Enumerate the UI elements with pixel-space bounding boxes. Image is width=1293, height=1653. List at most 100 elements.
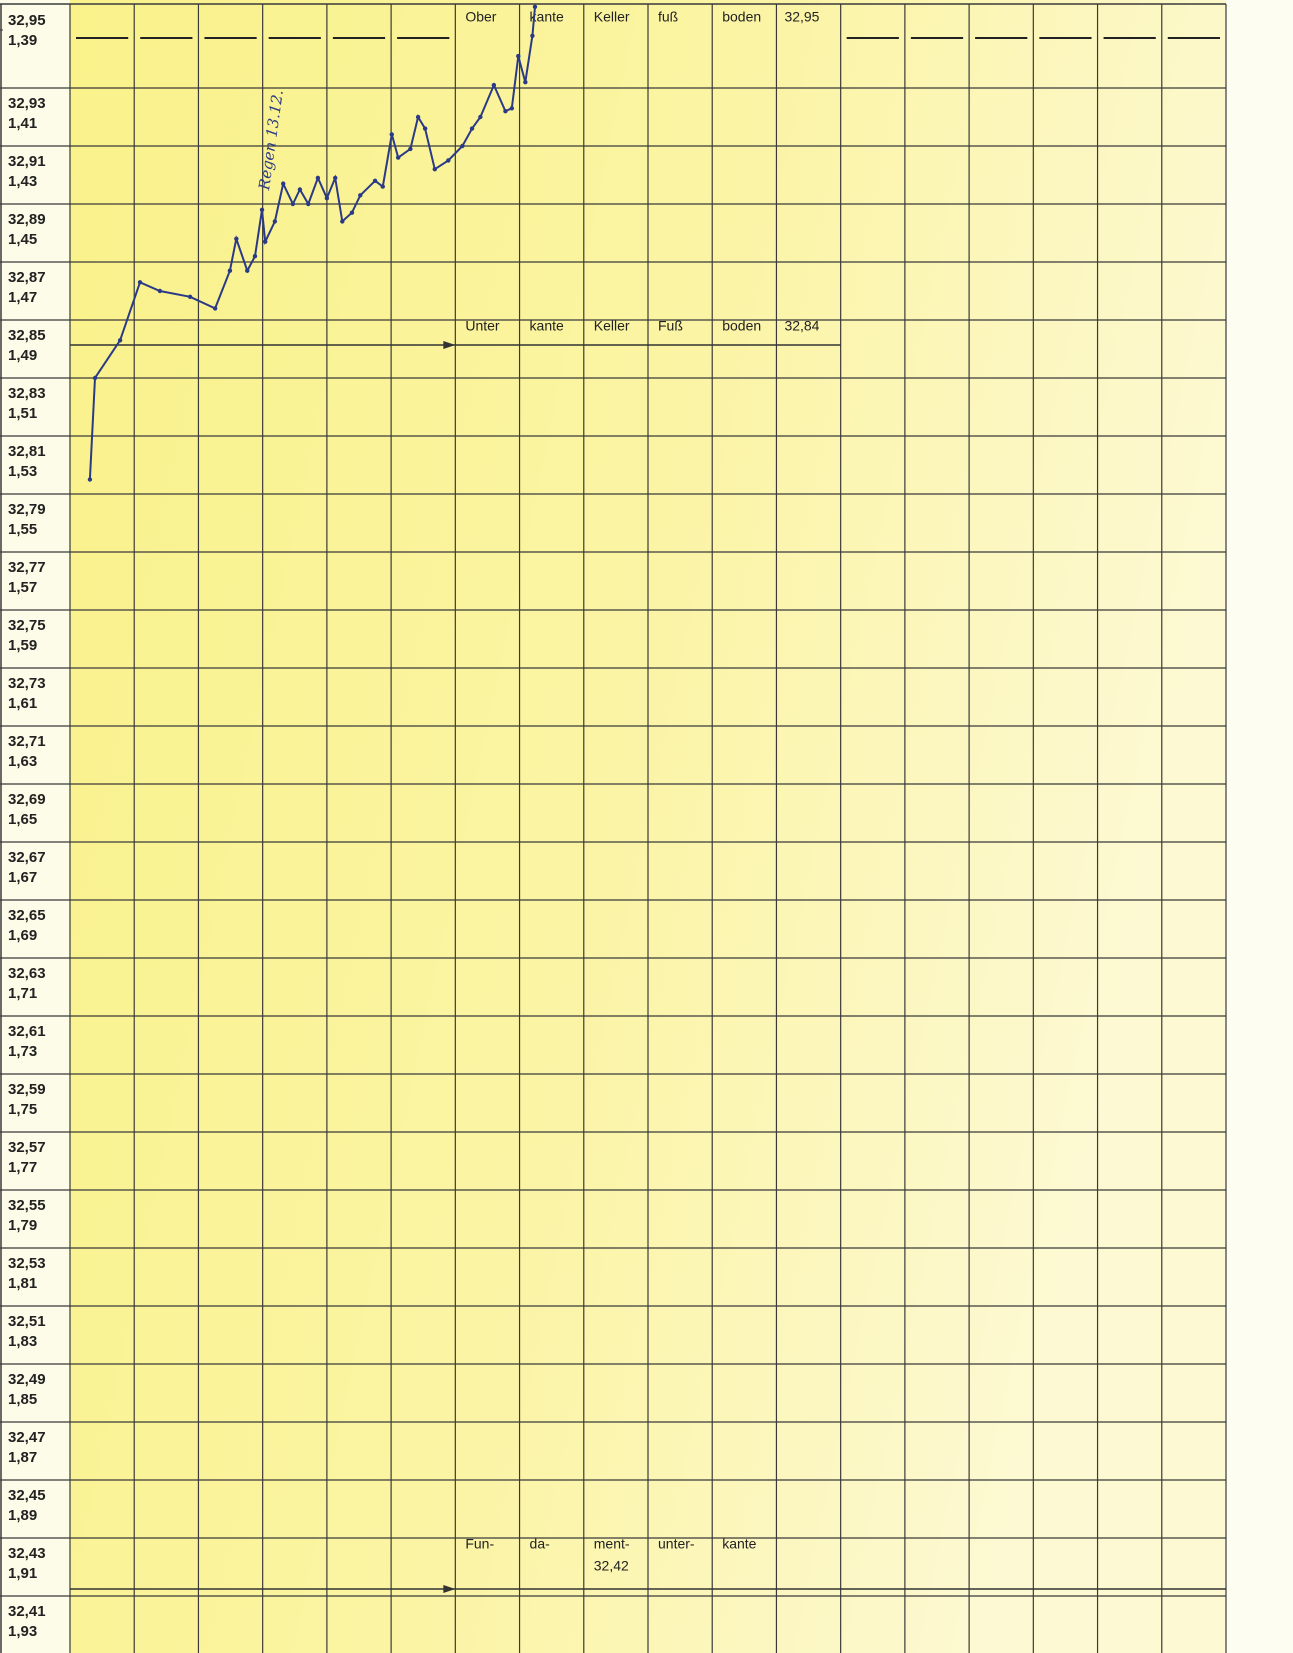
data-point bbox=[446, 158, 451, 163]
y-tick-label: 32,89 bbox=[8, 211, 46, 228]
y2-tick-label: 1,55 bbox=[8, 521, 37, 538]
y-tick-label: 32,53 bbox=[8, 1255, 46, 1272]
data-point bbox=[432, 167, 437, 172]
y2-tick-label: 1,51 bbox=[8, 405, 37, 422]
reference-word: da- bbox=[530, 1536, 551, 1552]
reference-word: boden bbox=[722, 9, 761, 25]
y2-tick-label: 1,91 bbox=[8, 1565, 37, 1582]
reference-word: Fun- bbox=[465, 1536, 494, 1552]
data-point bbox=[509, 106, 515, 111]
margin bbox=[1226, 0, 1293, 1653]
y-tick-label: 32,43 bbox=[8, 1545, 46, 1562]
data-point bbox=[395, 155, 401, 160]
y2-tick-label: 1,87 bbox=[8, 1449, 37, 1466]
y2-tick-label: 1,61 bbox=[8, 695, 37, 712]
y2-tick-label: 1,77 bbox=[8, 1159, 37, 1176]
reference-word: boden bbox=[722, 318, 761, 334]
data-point bbox=[157, 288, 163, 294]
data-point bbox=[358, 193, 363, 198]
data-point bbox=[349, 210, 355, 215]
y-tick-label: 32,81 bbox=[8, 443, 46, 460]
y-tick-label: 32,59 bbox=[8, 1081, 46, 1098]
data-point bbox=[137, 280, 143, 285]
y2-tick-label: 1,41 bbox=[8, 115, 37, 132]
data-point bbox=[227, 268, 233, 273]
y-tick-label: 32,77 bbox=[8, 559, 46, 576]
y2-tick-label: 1,67 bbox=[8, 869, 37, 886]
data-point bbox=[372, 178, 378, 183]
reference-word: fuß bbox=[658, 9, 678, 25]
y2-tick-label: 1,45 bbox=[8, 231, 37, 248]
data-point bbox=[212, 306, 218, 311]
y2-tick-label: 1,75 bbox=[8, 1101, 37, 1118]
y2-tick-label: 1,83 bbox=[8, 1333, 37, 1350]
reference-word: Fuß bbox=[658, 318, 683, 334]
y2-tick-label: 1,39 bbox=[8, 32, 37, 49]
y2-tick-label: 1,73 bbox=[8, 1043, 37, 1060]
data-point bbox=[87, 477, 93, 482]
y2-tick-label: 1,89 bbox=[8, 1507, 37, 1524]
data-point bbox=[333, 175, 338, 181]
reference-word: kante bbox=[530, 9, 564, 25]
arrow-head bbox=[443, 1585, 456, 1593]
y-tick-label: 32,57 bbox=[8, 1139, 46, 1156]
reference-word: Unter bbox=[465, 318, 500, 334]
y-tick-label: 32,47 bbox=[8, 1429, 46, 1446]
data-point bbox=[380, 184, 385, 189]
y-tick-label: 32,85 bbox=[8, 327, 46, 344]
data-point bbox=[422, 126, 428, 131]
data-point bbox=[263, 239, 268, 244]
y-tick-label: 32,95 bbox=[8, 12, 46, 29]
reference-word: kante bbox=[722, 1536, 756, 1552]
reference-word: Ober bbox=[465, 9, 496, 25]
data-point bbox=[234, 236, 239, 241]
y2-tick-label: 1,47 bbox=[8, 289, 37, 306]
y2-tick-label: 1,81 bbox=[8, 1275, 37, 1292]
data-point bbox=[408, 146, 413, 152]
data-point bbox=[252, 254, 258, 259]
y2-tick-label: 1,59 bbox=[8, 637, 37, 654]
data-point bbox=[315, 175, 321, 181]
y-tick-label: 32,73 bbox=[8, 675, 46, 692]
y2-tick-label: 1,63 bbox=[8, 753, 37, 770]
data-point bbox=[530, 33, 535, 38]
y2-tick-label: 1,65 bbox=[8, 811, 37, 828]
data-point bbox=[460, 143, 465, 149]
data-point bbox=[324, 196, 330, 201]
y-tick-label: 32,87 bbox=[8, 269, 46, 286]
y-tick-label: 32,51 bbox=[8, 1313, 46, 1330]
y2-tick-label: 1,85 bbox=[8, 1391, 37, 1408]
y-tick-label: 32,41 bbox=[8, 1603, 46, 1620]
data-point bbox=[415, 114, 421, 120]
y2-tick-label: 1,43 bbox=[8, 173, 37, 190]
y2-tick-label: 1,57 bbox=[8, 579, 37, 596]
y-tick-label: 32,45 bbox=[8, 1487, 46, 1504]
data-point bbox=[469, 126, 475, 131]
reference-word: kante bbox=[530, 318, 564, 334]
data-point bbox=[117, 338, 123, 343]
y2-tick-label: 1,53 bbox=[8, 463, 37, 480]
data-point bbox=[297, 187, 303, 192]
data-point bbox=[92, 375, 98, 381]
y2-tick-label: 1,69 bbox=[8, 927, 37, 944]
reference-word: Keller bbox=[594, 318, 630, 334]
data-point bbox=[491, 82, 497, 88]
reference-word: unter- bbox=[658, 1536, 695, 1552]
y-tick-label: 32,69 bbox=[8, 791, 46, 808]
arrow-head bbox=[443, 341, 456, 349]
data-point bbox=[503, 109, 508, 114]
data-point bbox=[245, 268, 250, 273]
data-point bbox=[290, 201, 296, 207]
y-tick-label: 32,65 bbox=[8, 907, 46, 924]
data-point bbox=[187, 294, 193, 299]
y-tick-label: 32,55 bbox=[8, 1197, 46, 1214]
reference-label: 32,42 bbox=[594, 1558, 629, 1574]
data-point bbox=[306, 201, 311, 207]
data-point bbox=[389, 132, 394, 137]
y-tick-label: 32,61 bbox=[8, 1023, 46, 1040]
data-point bbox=[272, 219, 278, 224]
y-tick-label: 32,49 bbox=[8, 1371, 46, 1388]
y-tick-label: 32,67 bbox=[8, 849, 46, 866]
y2-tick-label: 1,71 bbox=[8, 985, 37, 1002]
